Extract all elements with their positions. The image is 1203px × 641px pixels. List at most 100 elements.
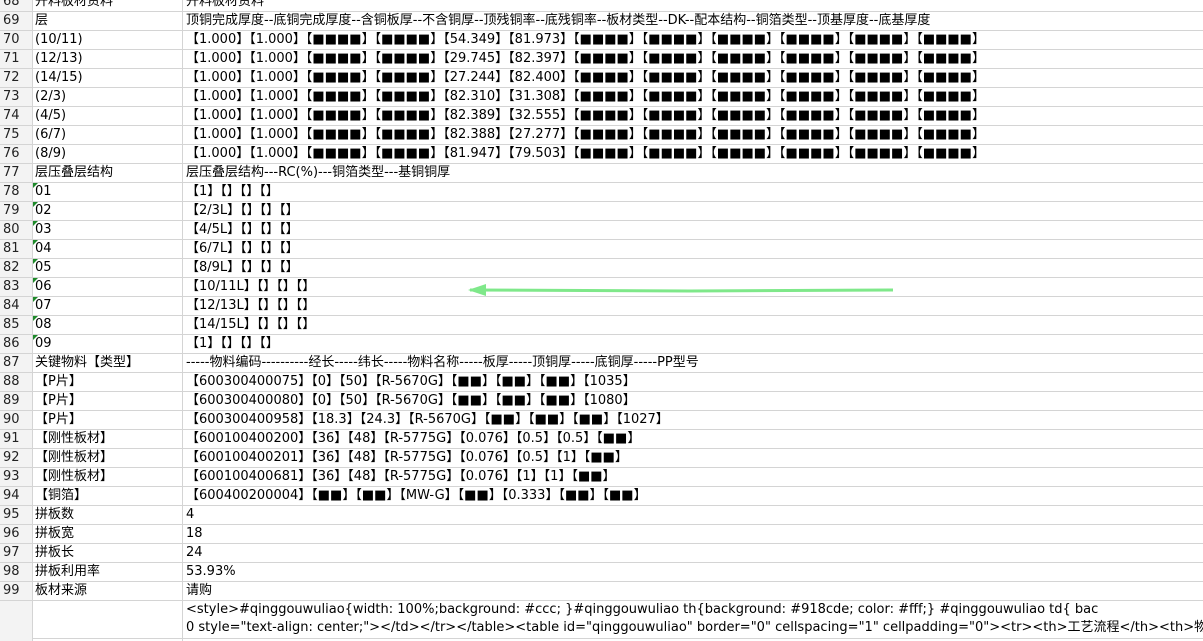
sheet-row: 85 08 【14/15L】【】【】【】 [0,316,1203,335]
cell-value: 4 [186,507,195,522]
cell-label: 03 [33,221,183,239]
sheet-row: 94 【铜箔】 【600400200004】【■■】【■■】【MW-G】【■■】【0… [0,487,1203,506]
sheet-row: 96 拼板宽 18 [0,525,1203,544]
sheet-row: 71 (12/13) 【1.000】【1.000】【■■■■】【■■■■】【29.7… [0,50,1203,69]
cell-value: 【1】【】【】【】 [186,336,279,351]
row-number: 84 [0,297,33,315]
cell-label: 拼板长 [33,544,183,562]
row-number: 86 [0,335,33,353]
cell-value: <style>#qinggouwuliao{width: 100%;backgr… [183,601,1203,641]
cell-label: 拼板利用率 [33,563,183,581]
row-number: 98 [0,563,33,581]
cell-label: 开料板材资料 [33,0,183,11]
cell-value: 【1.000】【1.000】【■■■■】【■■■■】【29.745】【82.39… [186,51,985,66]
sheet-row: 90 【P片】 【600300400958】【18.3】【24.3】【R-5670G… [0,411,1203,430]
cell-label: 层 [33,12,183,30]
sheet-row: 86 09 【1】【】【】【】 [0,335,1203,354]
row-number: 75 [0,126,33,144]
cell-label: 【刚性板材】 [33,430,183,448]
code-line: 0 style="text-align: center;"></td></tr>… [186,620,1203,635]
row-number: 80 [0,221,33,239]
sheet-row: 74 (4/5) 【1.000】【1.000】【■■■■】【■■■■】【82.389… [0,107,1203,126]
row-number: 96 [0,525,33,543]
error-indicator [33,316,38,321]
sheet-row: 75 (6/7) 【1.000】【1.000】【■■■■】【■■■■】【82.388… [0,126,1203,145]
cell-value: 【14/15L】【】【】【】 [186,317,316,332]
sheet-row: 87 关键物料【类型】 -----物料编码----------经长-----纬长--… [0,354,1203,373]
cell-value: 请购 [186,583,213,598]
row-number: 87 [0,354,33,372]
row-number: 83 [0,278,33,296]
cell-label: (12/13) [33,50,183,68]
cell-value: 【600300400080】【0】【50】【R-5670G】【■■】【■■】【■… [186,393,636,408]
cell-label: 【刚性板材】 [33,468,183,486]
cell-label: 06 [33,278,183,296]
row-number: 72 [0,69,33,87]
row-number: 77 [0,164,33,182]
sheet-row: 88 【P片】 【600300400075】【0】【50】【R-5670G】【■■】… [0,373,1203,392]
cell-label: 08 [33,316,183,334]
cell-value: 【1.000】【1.000】【■■■■】【■■■■】【82.310】【31.30… [186,89,985,104]
sheet-row: 73 (2/3) 【1.000】【1.000】【■■■■】【■■■■】【82.310… [0,88,1203,107]
cell-value: 【600400200004】【■■】【■■】【MW-G】【■■】【0.333】【… [186,488,647,503]
row-number: 97 [0,544,33,562]
sheet-row: 78 01 【1】【】【】【】 [0,183,1203,202]
row-number: 79 [0,202,33,220]
sheet-row: 91 【刚性板材】 【600100400200】【36】【48】【R-5775G】【… [0,430,1203,449]
error-indicator [33,202,38,207]
row-number: 89 [0,392,33,410]
row-number: 90 [0,411,33,429]
row-number: 88 [0,373,33,391]
row-number: 78 [0,183,33,201]
cell-value: 【10/11L】【】【】【】 [186,279,316,294]
cell-label: 拼板数 [33,506,183,524]
cell-label: 05 [33,259,183,277]
cell-value: 【12/13L】【】【】【】 [186,298,316,313]
cell-label: 关键物料【类型】 [33,354,183,372]
sheet-row: 68 开料板材资料 开料板材资料 [0,0,1203,12]
sheet-row: 72 (14/15) 【1.000】【1.000】【■■■■】【■■■■】【27.2… [0,69,1203,88]
cell-value: 【1.000】【1.000】【■■■■】【■■■■】【82.388】【27.27… [186,127,985,142]
sheet-row: 77 层压叠层结构 层压叠层结构---RC(%)---铜箔类型---基铜铜厚 [0,164,1203,183]
cell-value: 18 [186,526,203,541]
row-number: 93 [0,468,33,486]
sheet-row: 92 【刚性板材】 【600100400201】【36】【48】【R-5775G】【… [0,449,1203,468]
row-number: 85 [0,316,33,334]
cell-value: -----物料编码----------经长-----纬长-----物料名称---… [186,355,699,370]
cell-value: 【1.000】【1.000】【■■■■】【■■■■】【81.947】【79.50… [186,146,985,161]
error-indicator [33,335,38,340]
cell-value: 【1.000】【1.000】【■■■■】【■■■■】【54.349】【81.97… [186,32,985,47]
cell-label: 层压叠层结构 [33,164,183,182]
error-indicator [33,278,38,283]
cell-label: 【刚性板材】 [33,449,183,467]
sheet-row: 70 (10/11) 【1.000】【1.000】【■■■■】【■■■■】【54.3… [0,31,1203,50]
sheet-row: 81 04 【6/7L】【】【】【】 [0,240,1203,259]
cell-value: 【1】【】【】【】 [186,184,279,199]
error-indicator [33,240,38,245]
sheet-row: 82 05 【8/9L】【】【】【】 [0,259,1203,278]
sheet-row: 69 层顶铜完成厚度--底铜完成厚度--含铜板厚--不含铜厚--顶残铜率--底残铜… [0,12,1203,31]
cell-label: 09 [33,335,183,353]
cell-label: 【P片】 [33,373,183,391]
cell-label: (4/5) [33,107,183,125]
sheet-row: 89 【P片】 【600300400080】【0】【50】【R-5670G】【■■】… [0,392,1203,411]
sheet-row: 95 拼板数 4 [0,506,1203,525]
cell-label: 【铜箔】 [33,487,183,505]
cell-label: (6/7) [33,126,183,144]
cell-value: 层压叠层结构---RC(%)---铜箔类型---基铜铜厚 [186,165,451,180]
error-indicator [33,259,38,264]
row-number: 74 [0,107,33,125]
sheet-row: 99 板材来源 请购 [0,582,1203,601]
cell-value: 53.93% [186,564,236,579]
cell-label: (10/11) [33,31,183,49]
row-number: 99 [0,582,33,600]
sheet-row: 98 拼板利用率 53.93% [0,563,1203,582]
sheet-row: 93 【刚性板材】 【600100400681】【36】【48】【R-5775G】【… [0,468,1203,487]
cell-label: (14/15) [33,69,183,87]
cell-label: 01 [33,183,183,201]
row-number: 68 [0,0,33,11]
cell-label: 板材来源 [33,582,183,600]
cell-value: 24 [186,545,203,560]
row-number: 73 [0,88,33,106]
